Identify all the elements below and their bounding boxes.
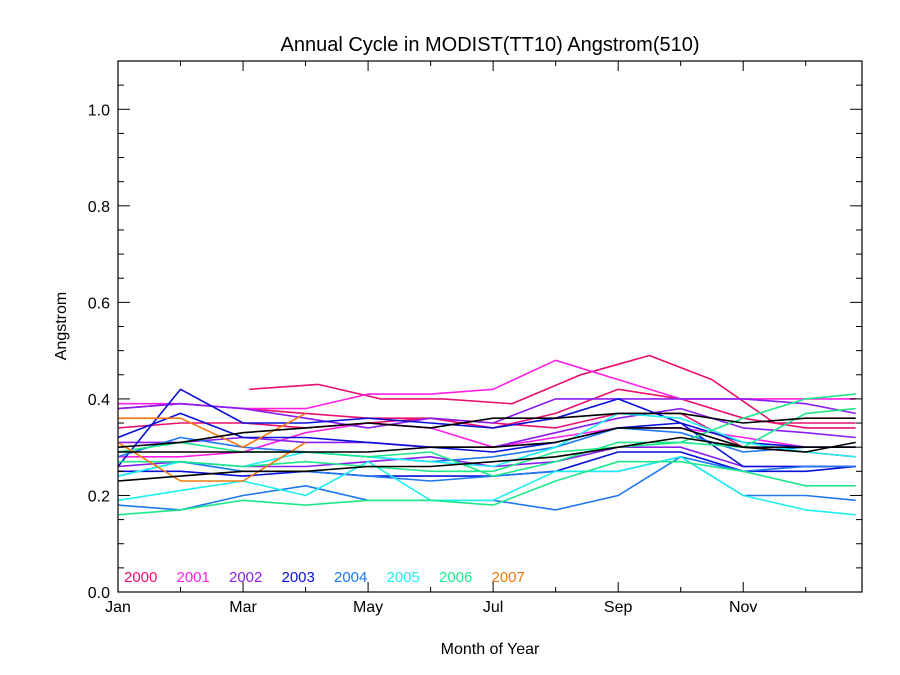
x-tick-label: Nov	[729, 599, 757, 616]
series-line-13	[117, 455, 856, 482]
legend-item-2004: 2004	[334, 569, 367, 586]
x-tick-label: Jan	[105, 599, 131, 616]
legend-item-2005: 2005	[387, 569, 420, 586]
y-axis-title: Angstrom	[53, 292, 70, 360]
y-tick-label: 1.0	[88, 102, 110, 119]
series-line-21	[117, 441, 307, 482]
y-tick-label: 0.8	[88, 199, 110, 216]
chart-title: Annual Cycle in MODIST(TT10) Angstrom(51…	[280, 34, 699, 56]
x-tick-label: May	[353, 599, 383, 616]
series-line-1	[249, 354, 856, 424]
series-layer	[117, 354, 856, 516]
legend-item-2000: 2000	[124, 569, 157, 586]
x-axis-title: Month of Year	[441, 641, 540, 658]
legend-item-2001: 2001	[177, 569, 210, 586]
series-line-24	[118, 427, 856, 453]
legend-item-2003: 2003	[282, 569, 315, 586]
y-tick-label: 0.2	[88, 488, 110, 505]
y-tick-label: 0.4	[88, 392, 110, 409]
y-tick-label: 0.0	[88, 585, 110, 602]
x-tick-label: Jul	[483, 599, 503, 616]
legend-item-2002: 2002	[229, 569, 262, 586]
series-line-23	[117, 412, 856, 448]
legend: 2000 2001 2002 2003 2004 2005 2006 2007	[124, 569, 525, 586]
series-line-9	[117, 388, 856, 468]
legend-item-2006: 2006	[439, 569, 472, 586]
x-tick-label: Mar	[229, 599, 257, 616]
y-tick-label: 0.6	[88, 295, 110, 312]
plot-frame	[117, 60, 863, 593]
tick-layer: Jan Mar May Jul Sep Nov 0.0 0.2 0.4 0.6 0.8 1.0	[88, 61, 862, 616]
series-line-17	[117, 460, 856, 516]
x-tick-label: Sep	[604, 599, 633, 616]
legend-item-2007: 2007	[492, 569, 525, 586]
series-line-6	[117, 398, 856, 429]
